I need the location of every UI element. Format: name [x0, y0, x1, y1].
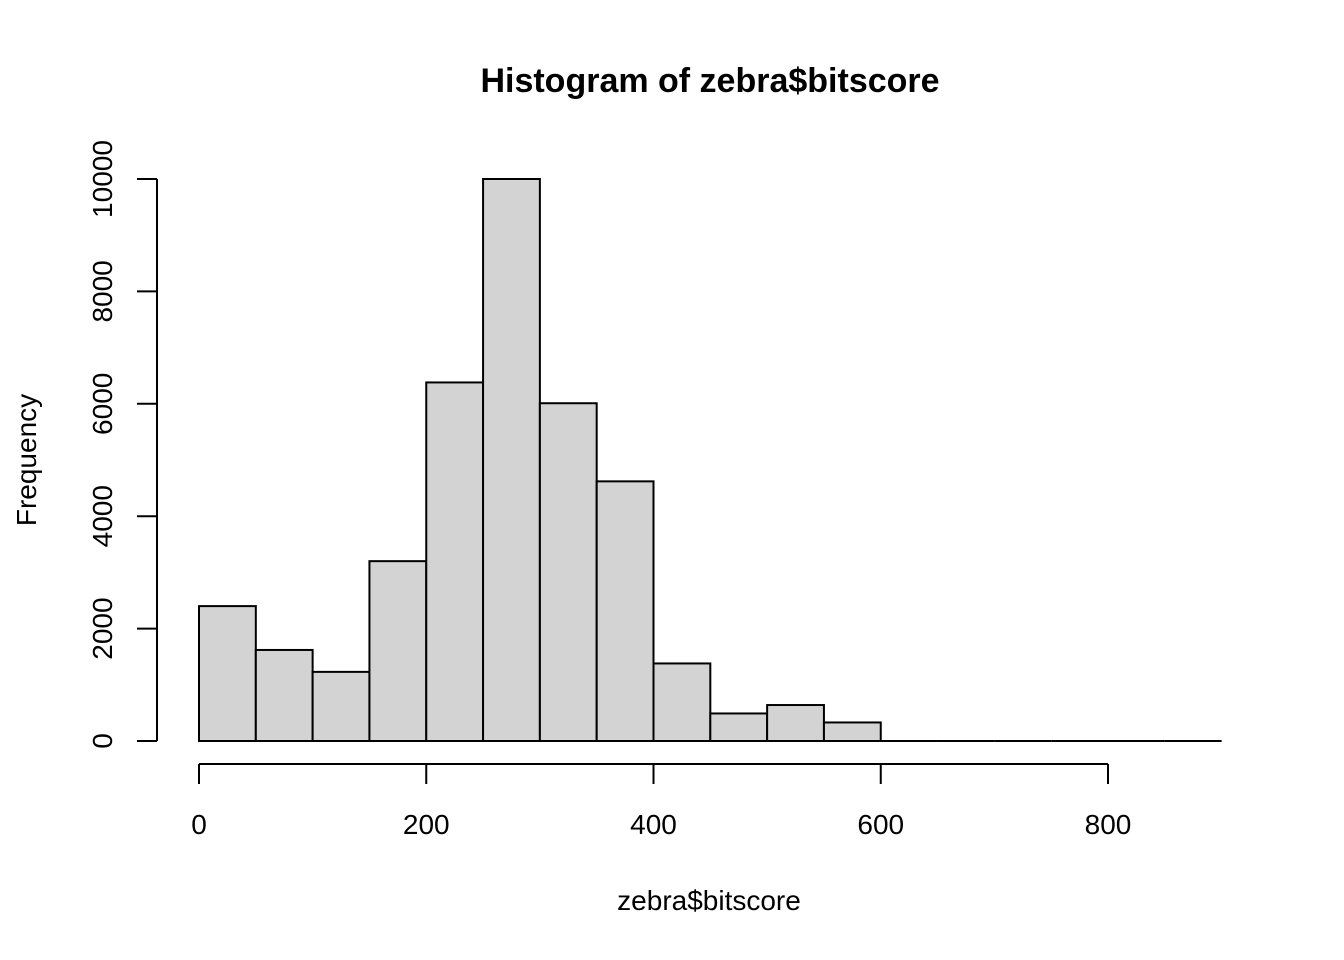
x-axis-label: zebra$bitscore	[617, 885, 801, 916]
y-tick-label: 8000	[87, 260, 118, 322]
bars-group	[198, 178, 1222, 743]
histogram-bar	[652, 662, 712, 742]
x-tick-label: 400	[630, 809, 677, 840]
histogram-bar	[595, 480, 655, 742]
x-tick-label: 0	[191, 809, 207, 840]
chart-title: Histogram of zebra$bitscore	[480, 62, 939, 100]
histogram-bar	[766, 704, 825, 742]
histogram-bar	[482, 178, 541, 742]
y-tick-label: 10000	[87, 140, 118, 218]
y-tick-label: 4000	[87, 485, 118, 547]
histogram-bar	[254, 648, 314, 742]
x-tick-label: 200	[403, 809, 450, 840]
x-tick-label: 800	[1085, 809, 1132, 840]
y-tick-label: 2000	[87, 597, 118, 659]
histogram-bar	[822, 721, 882, 742]
y-tick-label: 0	[87, 733, 118, 749]
histogram-bar	[709, 712, 769, 742]
y-axis-label: Frequency	[11, 394, 42, 526]
x-axis: 0 200 400 600 800	[191, 763, 1132, 840]
y-axis: 0 2000 4000 6000 8000 10000	[87, 140, 158, 749]
histogram-bar	[198, 605, 257, 742]
y-tick-label: 6000	[87, 373, 118, 435]
histogram-bar	[368, 560, 428, 742]
x-tick-label: 600	[857, 809, 904, 840]
histogram-bar	[311, 670, 371, 743]
histogram-bar	[425, 381, 485, 742]
histogram-bar	[538, 402, 598, 742]
